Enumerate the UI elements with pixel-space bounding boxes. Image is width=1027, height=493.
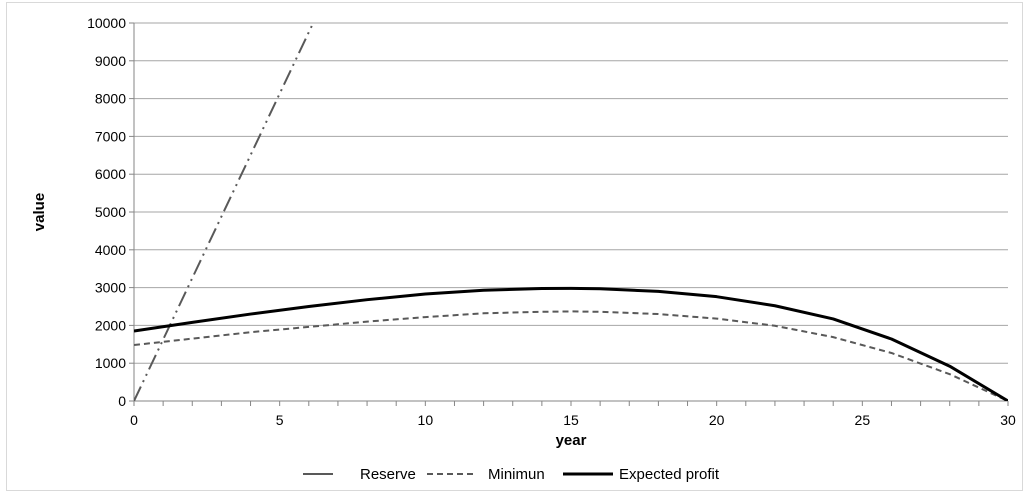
legend: Reserve Minimun Expected profit [303,466,720,483]
y-tick-label: 4000 [95,242,126,258]
x-tick-label: 25 [855,412,871,428]
y-tick-label: 0 [118,393,126,409]
y-tick-label: 9000 [95,53,126,69]
x-tick-label: 30 [1000,412,1016,428]
tick-labels: 0100020003000400050006000700080009000100… [87,15,1016,428]
x-tick-label: 5 [276,412,284,428]
y-tick-label: 3000 [95,280,126,296]
legend-label: Minimun [488,466,545,483]
y-tick-label: 1000 [95,355,126,371]
gridlines [134,22,1008,364]
legend-label: Expected profit [619,466,720,483]
x-axis-title: year [556,432,587,449]
y-tick-label: 6000 [95,166,126,182]
series-line-minimun [134,310,1008,401]
x-tick-label: 10 [418,412,434,428]
chart-frame [6,2,1023,491]
y-axis-title: value [31,193,48,231]
series-line-expected-profit [134,286,1008,401]
y-tick-label: 10000 [87,15,126,31]
x-tick-label: 15 [563,412,579,428]
series-lines [134,23,1008,401]
y-tick-label: 8000 [95,91,126,107]
axes [129,22,1009,406]
y-tick-label: 5000 [95,204,126,220]
x-tick-label: 20 [709,412,725,428]
legend-label: Reserve [360,466,416,483]
x-tick-label: 0 [130,412,138,428]
y-tick-label: 2000 [95,317,126,333]
y-tick-label: 7000 [95,128,126,144]
